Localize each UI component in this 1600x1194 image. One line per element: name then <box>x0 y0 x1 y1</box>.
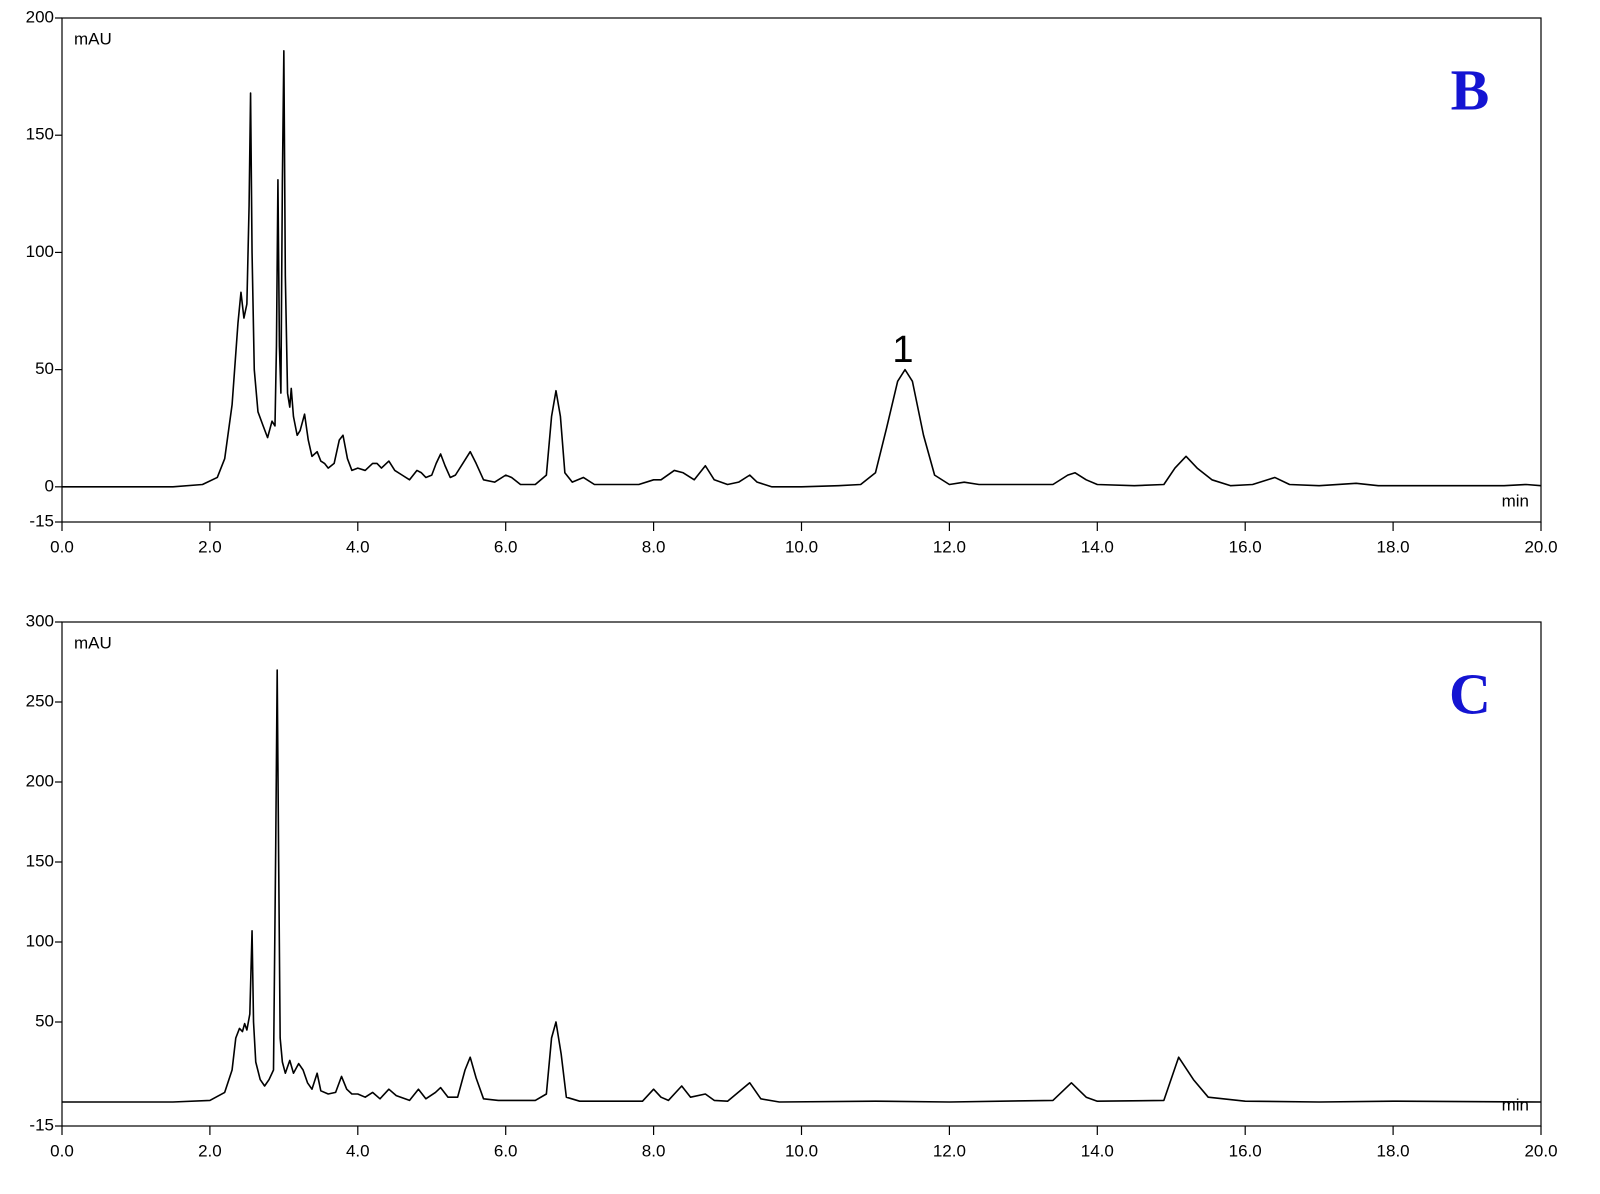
x-tick-label: 10.0 <box>785 1141 818 1160</box>
y-tick-label: 150 <box>26 851 54 870</box>
x-tick-label: 14.0 <box>1081 1141 1114 1160</box>
x-tick-label: 8.0 <box>642 537 666 556</box>
chromatogram-trace <box>62 50 1542 488</box>
y-tick-label: 200 <box>26 7 54 26</box>
y-tick-label: -15 <box>29 1115 54 1134</box>
x-tick-label: 4.0 <box>346 537 370 556</box>
y-tick-label: 50 <box>35 1011 54 1030</box>
x-axis-unit: min <box>1502 1095 1529 1114</box>
x-tick-label: 6.0 <box>494 537 518 556</box>
x-tick-label: 0.0 <box>50 1141 74 1160</box>
x-tick-label: 10.0 <box>785 537 818 556</box>
y-axis-unit: mAU <box>74 29 112 48</box>
plot-frame <box>61 621 1542 1127</box>
x-tick-label: 12.0 <box>933 1141 966 1160</box>
x-tick-label: 20.0 <box>1524 537 1557 556</box>
x-tick-label: 18.0 <box>1377 1141 1410 1160</box>
y-tick-label: 50 <box>35 359 54 378</box>
x-tick-label: 12.0 <box>933 537 966 556</box>
y-tick-label: 300 <box>26 611 54 630</box>
y-tick-label: 250 <box>26 691 54 710</box>
x-tick-label: 16.0 <box>1229 1141 1262 1160</box>
peak-label: 1 <box>892 329 913 371</box>
y-tick-label: 150 <box>26 125 54 144</box>
y-tick-label: 100 <box>26 242 54 261</box>
y-tick-label: 0 <box>45 476 54 495</box>
x-tick-label: 2.0 <box>198 537 222 556</box>
x-tick-label: 0.0 <box>50 537 74 556</box>
x-tick-label: 8.0 <box>642 1141 666 1160</box>
y-tick-label: 100 <box>26 931 54 950</box>
panel-label: C <box>1449 661 1491 726</box>
x-tick-label: 20.0 <box>1524 1141 1557 1160</box>
x-tick-label: 2.0 <box>198 1141 222 1160</box>
x-tick-label: 16.0 <box>1229 537 1262 556</box>
x-tick-label: 4.0 <box>346 1141 370 1160</box>
y-tick-label: 200 <box>26 771 54 790</box>
x-tick-label: 18.0 <box>1377 537 1410 556</box>
x-tick-label: 14.0 <box>1081 537 1114 556</box>
y-axis-unit: mAU <box>74 633 112 652</box>
x-tick-label: 6.0 <box>494 1141 518 1160</box>
chromatogram-trace <box>62 669 1542 1103</box>
x-axis-unit: min <box>1502 491 1529 510</box>
y-tick-label: -15 <box>29 511 54 530</box>
panel-label: B <box>1451 57 1490 122</box>
